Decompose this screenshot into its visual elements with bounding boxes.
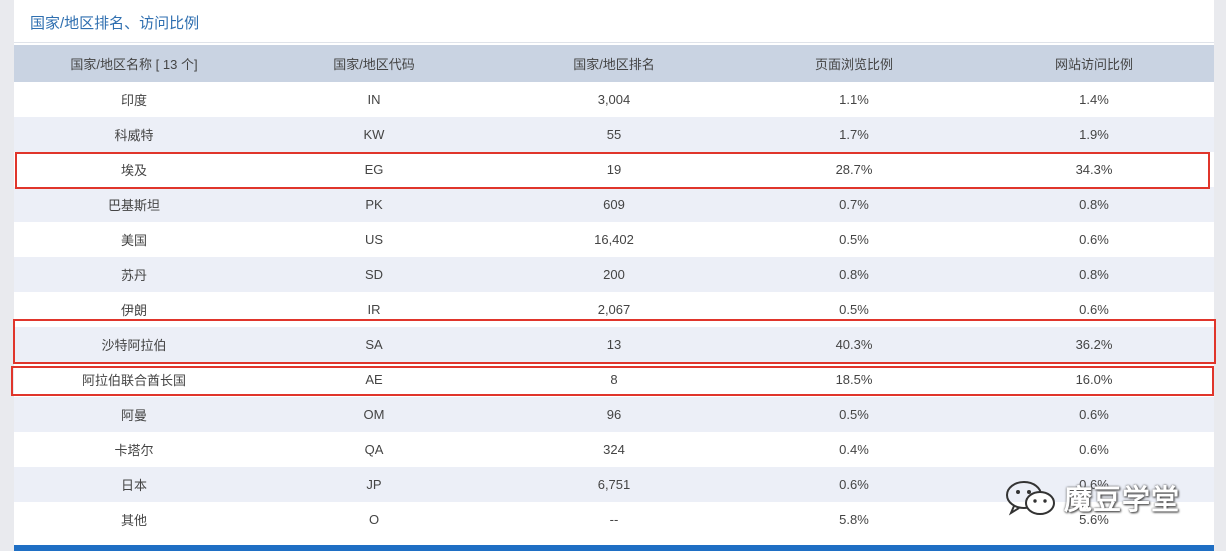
panel-title: 国家/地区排名、访问比例 — [30, 15, 200, 32]
cell-visit-ratio: 0.6% — [974, 222, 1214, 257]
cell-country-rank: -- — [494, 502, 734, 537]
cell-country-rank: 6,751 — [494, 467, 734, 502]
table-row: 卡塔尔 QA 324 0.4% 0.6% — [14, 432, 1214, 467]
cell-country-name: 卡塔尔 — [14, 432, 254, 467]
cell-country-name: 其他 — [14, 502, 254, 537]
table-row: 巴基斯坦 PK 609 0.7% 0.8% — [14, 187, 1214, 222]
cell-page-ratio: 1.7% — [734, 117, 974, 152]
cell-visit-ratio: 0.8% — [974, 187, 1214, 222]
cell-country-code: AE — [254, 362, 494, 397]
cell-country-rank: 16,402 — [494, 222, 734, 257]
cell-country-code: O — [254, 502, 494, 537]
cell-page-ratio: 0.7% — [734, 187, 974, 222]
cell-country-name: 日本 — [14, 467, 254, 502]
table-row: 阿拉伯联合酋长国 AE 8 18.5% 16.0% — [14, 362, 1214, 397]
cell-country-name: 埃及 — [14, 152, 254, 187]
country-ranking-panel: 国家/地区排名、访问比例 国家/地区名称 [ 13 个] 国家/地区代码 国家/… — [14, 0, 1214, 545]
country-table: 国家/地区名称 [ 13 个] 国家/地区代码 国家/地区排名 页面浏览比例 网… — [14, 45, 1214, 537]
cell-country-rank: 8 — [494, 362, 734, 397]
cell-country-rank: 19 — [494, 152, 734, 187]
cell-country-rank: 609 — [494, 187, 734, 222]
cell-country-name: 苏丹 — [14, 257, 254, 292]
cell-visit-ratio: 34.3% — [974, 152, 1214, 187]
table-header-row: 国家/地区名称 [ 13 个] 国家/地区代码 国家/地区排名 页面浏览比例 网… — [14, 45, 1214, 82]
header-country-name[interactable]: 国家/地区名称 [ 13 个] — [14, 45, 254, 82]
table-row: 日本 JP 6,751 0.6% 0.6% — [14, 467, 1214, 502]
cell-visit-ratio: 1.4% — [974, 82, 1214, 117]
wechat-icon — [1004, 478, 1058, 518]
cell-page-ratio: 5.8% — [734, 502, 974, 537]
cell-country-name: 印度 — [14, 82, 254, 117]
watermark-text: 魔豆学堂 — [1064, 483, 1181, 516]
cell-country-name: 伊朗 — [14, 292, 254, 327]
table-row: 苏丹 SD 200 0.8% 0.8% — [14, 257, 1214, 292]
title-divider — [14, 42, 1214, 43]
cell-country-rank: 13 — [494, 327, 734, 362]
cell-page-ratio: 0.5% — [734, 292, 974, 327]
cell-visit-ratio: 0.6% — [974, 397, 1214, 432]
cell-country-rank: 55 — [494, 117, 734, 152]
cell-country-code: IR — [254, 292, 494, 327]
cell-country-code: IN — [254, 82, 494, 117]
cell-country-code: KW — [254, 117, 494, 152]
cell-country-name: 科威特 — [14, 117, 254, 152]
cell-visit-ratio: 0.6% — [974, 432, 1214, 467]
table-row: 埃及 EG 19 28.7% 34.3% — [14, 152, 1214, 187]
table-row: 印度 IN 3,004 1.1% 1.4% — [14, 82, 1214, 117]
cell-country-code: PK — [254, 187, 494, 222]
cell-country-code: SA — [254, 327, 494, 362]
cell-page-ratio: 1.1% — [734, 82, 974, 117]
cell-page-ratio: 0.4% — [734, 432, 974, 467]
cell-page-ratio: 0.6% — [734, 467, 974, 502]
table-row: 阿曼 OM 96 0.5% 0.6% — [14, 397, 1214, 432]
watermark: 魔豆学堂 — [1004, 478, 1180, 518]
cell-page-ratio: 0.5% — [734, 397, 974, 432]
cell-visit-ratio: 36.2% — [974, 327, 1214, 362]
cell-country-name: 阿拉伯联合酋长国 — [14, 362, 254, 397]
cell-page-ratio: 0.8% — [734, 257, 974, 292]
cell-visit-ratio: 0.6% — [974, 292, 1214, 327]
cell-country-code: JP — [254, 467, 494, 502]
cell-country-name: 巴基斯坦 — [14, 187, 254, 222]
cell-country-code: QA — [254, 432, 494, 467]
cell-country-rank: 324 — [494, 432, 734, 467]
cell-page-ratio: 40.3% — [734, 327, 974, 362]
header-country-code[interactable]: 国家/地区代码 — [254, 45, 494, 82]
cell-visit-ratio: 0.8% — [974, 257, 1214, 292]
header-page-ratio[interactable]: 页面浏览比例 — [734, 45, 974, 82]
table-row: 伊朗 IR 2,067 0.5% 0.6% — [14, 292, 1214, 327]
cell-country-rank: 96 — [494, 397, 734, 432]
bottom-strip — [14, 545, 1214, 551]
header-visit-ratio[interactable]: 网站访问比例 — [974, 45, 1214, 82]
cell-page-ratio: 18.5% — [734, 362, 974, 397]
cell-country-rank: 3,004 — [494, 82, 734, 117]
header-country-rank[interactable]: 国家/地区排名 — [494, 45, 734, 82]
table-row: 沙特阿拉伯 SA 13 40.3% 36.2% — [14, 327, 1214, 362]
cell-visit-ratio: 1.9% — [974, 117, 1214, 152]
table-row: 科威特 KW 55 1.7% 1.9% — [14, 117, 1214, 152]
table-row: 美国 US 16,402 0.5% 0.6% — [14, 222, 1214, 257]
cell-visit-ratio: 16.0% — [974, 362, 1214, 397]
cell-country-name: 阿曼 — [14, 397, 254, 432]
cell-country-code: EG — [254, 152, 494, 187]
cell-country-code: SD — [254, 257, 494, 292]
cell-country-name: 沙特阿拉伯 — [14, 327, 254, 362]
cell-country-code: US — [254, 222, 494, 257]
cell-country-name: 美国 — [14, 222, 254, 257]
cell-page-ratio: 28.7% — [734, 152, 974, 187]
table-row: 其他 O -- 5.8% 5.6% — [14, 502, 1214, 537]
cell-page-ratio: 0.5% — [734, 222, 974, 257]
cell-country-rank: 200 — [494, 257, 734, 292]
cell-country-rank: 2,067 — [494, 292, 734, 327]
cell-visit-ratio: 0.6% — [974, 467, 1214, 502]
cell-country-code: OM — [254, 397, 494, 432]
